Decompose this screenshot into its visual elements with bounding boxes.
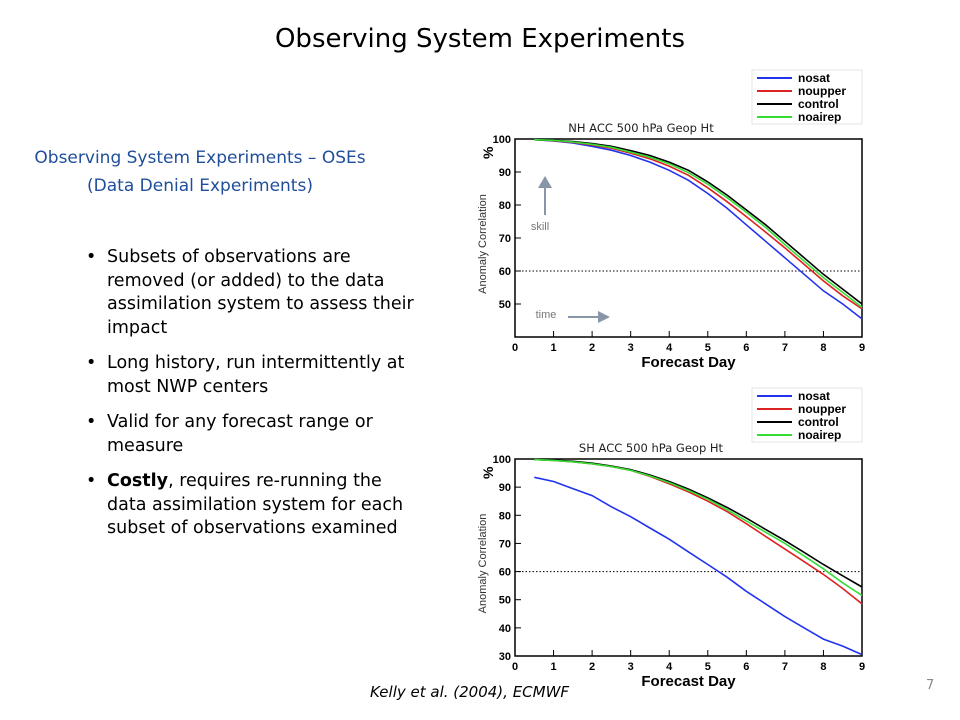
y-axis-label: Anomaly Correlation bbox=[477, 514, 489, 614]
annotation: skill bbox=[531, 221, 549, 233]
y-tick-label: 80 bbox=[499, 200, 511, 212]
citation: Kelly et al. (2004), ECMWF bbox=[370, 683, 570, 701]
legend-label: control bbox=[798, 415, 839, 429]
slide-title: Observing System Experiments bbox=[274, 24, 686, 54]
x-tick-label: 1 bbox=[550, 342, 556, 354]
y-tick-label: 30 bbox=[499, 651, 511, 663]
x-axis-label: Forecast Day bbox=[641, 673, 736, 690]
chart-title: NH ACC 500 hPa Geop Ht bbox=[568, 121, 714, 135]
y-tick-label: 80 bbox=[499, 510, 511, 522]
x-tick-label: 3 bbox=[628, 661, 634, 673]
bullet-text: Valid for any forecast range or measure bbox=[107, 412, 373, 456]
series-line bbox=[534, 476, 863, 656]
y-tick-label: 60 bbox=[499, 567, 511, 579]
legend-label: noairep bbox=[798, 428, 841, 442]
y-tick-label: 70 bbox=[499, 233, 511, 245]
y-tick-label: 40 bbox=[499, 623, 511, 635]
legend-label: control bbox=[798, 97, 839, 111]
plot-frame bbox=[514, 138, 863, 338]
x-tick-label: 2 bbox=[589, 661, 595, 673]
x-tick-label: 6 bbox=[743, 342, 749, 354]
series-line bbox=[534, 138, 863, 320]
x-tick-label: 7 bbox=[782, 342, 788, 354]
annotation: time bbox=[536, 309, 557, 321]
y-axis-label: Anomaly Correlation bbox=[477, 194, 489, 294]
legend-label: noupper bbox=[798, 402, 846, 416]
y-tick-label: 50 bbox=[499, 595, 511, 607]
y-tick-label: 90 bbox=[499, 167, 511, 179]
x-axis-label: Forecast Day bbox=[641, 354, 736, 371]
x-tick-label: 0 bbox=[512, 342, 518, 354]
y-tick-label: 70 bbox=[499, 538, 511, 550]
arrow-head bbox=[538, 176, 552, 188]
x-tick-label: 8 bbox=[820, 661, 826, 673]
x-tick-label: 6 bbox=[743, 661, 749, 673]
legend-label: nosat bbox=[798, 71, 830, 85]
page-number: 7 bbox=[926, 678, 935, 693]
y-tick-label: 50 bbox=[499, 299, 511, 311]
x-tick-label: 9 bbox=[859, 342, 865, 354]
subtitle: (Data Denial Experiments) bbox=[87, 176, 313, 196]
arrow-head bbox=[598, 311, 610, 323]
bullet: Costly, requires re-running the data ass… bbox=[82, 470, 422, 541]
legend-frame bbox=[751, 69, 863, 125]
x-tick-label: 5 bbox=[705, 342, 711, 354]
x-tick-label: 5 bbox=[705, 661, 711, 673]
y-unit: % bbox=[480, 466, 496, 479]
x-tick-label: 8 bbox=[820, 342, 826, 354]
y-unit: % bbox=[480, 146, 496, 159]
legend-label: noupper bbox=[798, 84, 846, 98]
bullet-text: Subsets of observations are removed (or … bbox=[107, 247, 414, 338]
x-tick-label: 2 bbox=[589, 342, 595, 354]
bullet-text: , requires re-running the data assimilat… bbox=[107, 471, 404, 538]
x-tick-label: 7 bbox=[782, 661, 788, 673]
y-tick-label: 100 bbox=[493, 134, 511, 146]
legend-frame bbox=[751, 387, 863, 443]
x-tick-label: 4 bbox=[666, 342, 673, 354]
bullet-text: Long history, run intermittently at most… bbox=[107, 353, 405, 397]
chart-title: SH ACC 500 hPa Geop Ht bbox=[578, 441, 724, 455]
legend-label: nosat bbox=[798, 389, 830, 403]
x-tick-label: 0 bbox=[512, 661, 518, 673]
bullet: Long history, run intermittently at most… bbox=[82, 352, 422, 399]
series-line bbox=[534, 458, 863, 597]
bullet: Valid for any forecast range or measure bbox=[82, 411, 422, 458]
bullet-list: Subsets of observations are removed (or … bbox=[82, 246, 422, 553]
bullet-bold: Costly bbox=[107, 471, 169, 491]
x-tick-label: 1 bbox=[550, 661, 556, 673]
x-tick-label: 3 bbox=[628, 342, 634, 354]
series-line bbox=[534, 138, 863, 308]
subtitle: Observing System Experiments – OSEs bbox=[34, 148, 366, 168]
x-tick-label: 9 bbox=[859, 661, 865, 673]
y-tick-label: 90 bbox=[499, 482, 511, 494]
x-tick-label: 4 bbox=[666, 661, 673, 673]
legend-label: noairep bbox=[798, 110, 841, 124]
y-tick-label: 60 bbox=[499, 266, 511, 278]
y-tick-label: 100 bbox=[493, 454, 511, 466]
bullet: Subsets of observations are removed (or … bbox=[82, 246, 422, 340]
